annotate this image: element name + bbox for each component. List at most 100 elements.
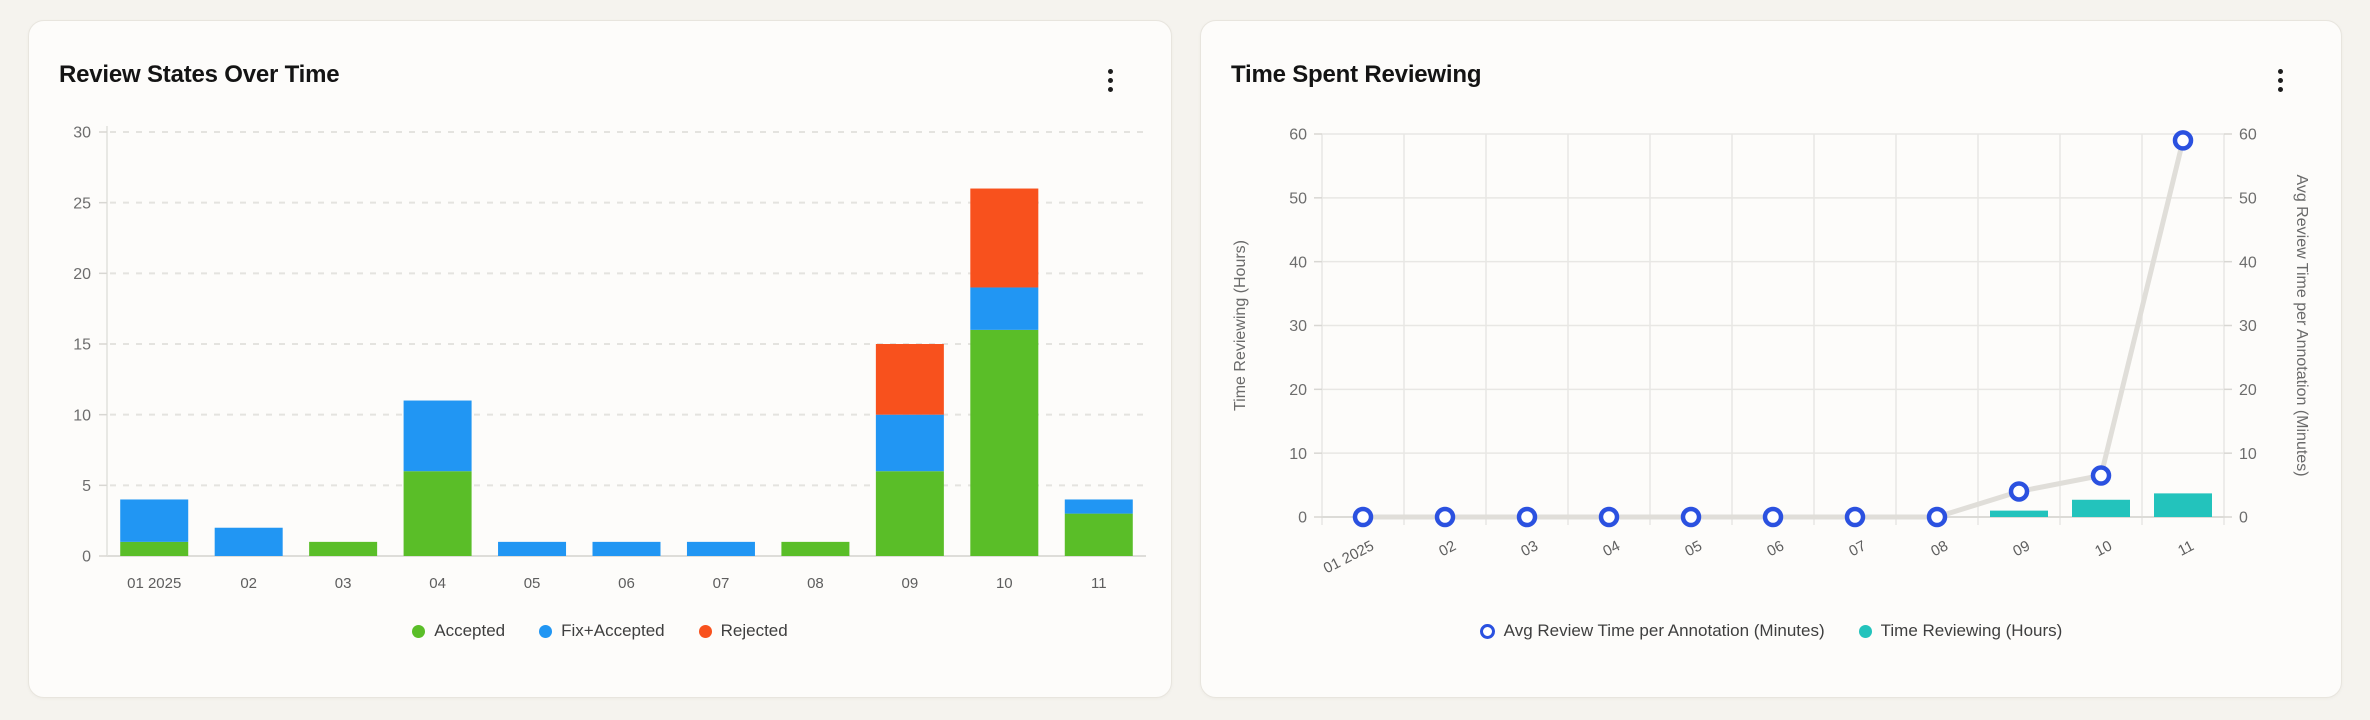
svg-text:11: 11	[2175, 537, 2197, 559]
kebab-menu-icon[interactable]	[2267, 63, 2293, 97]
x-axis-labels: 01 2025 02 03 04 05 06 07 08 09 10 11	[1321, 537, 2197, 577]
svg-text:05: 05	[1682, 537, 1705, 560]
legend-item-time-reviewing-hours[interactable]: Time Reviewing (Hours)	[1858, 621, 2063, 641]
marker-09[interactable]	[2008, 481, 2030, 502]
marker-06[interactable]	[1762, 506, 1784, 528]
svg-text:10: 10	[1289, 446, 1307, 463]
svg-text:25: 25	[73, 195, 91, 212]
dot-marker-icon	[412, 624, 426, 638]
legend-item-fix-accepted[interactable]: Fix+Accepted	[539, 621, 665, 641]
svg-text:08: 08	[807, 575, 824, 592]
bar-segment-fix-accepted-09[interactable]	[875, 414, 944, 472]
marker-10[interactable]	[2090, 465, 2112, 486]
bar-segment-fix-accepted-07[interactable]	[686, 541, 755, 556]
legend-label: Fix+Accepted	[561, 621, 665, 640]
chart-title-review-states: Review States Over Time	[59, 61, 340, 88]
right-axis-title: Avg Review Time per Annotation (Minutes)	[2293, 174, 2310, 476]
kebab-menu-icon[interactable]	[1097, 63, 1123, 97]
bar-segment-fix-accepted-10[interactable]	[970, 287, 1039, 330]
svg-text:03: 03	[1518, 537, 1541, 560]
svg-text:10: 10	[2239, 446, 2257, 463]
svg-text:40: 40	[2239, 254, 2257, 271]
svg-text:30: 30	[1289, 318, 1307, 335]
time-spent-card: Time Spent Reviewing 0 0 10 10 20 20 30 30 40 40 5…	[1200, 20, 2342, 698]
legend-label: Avg Review Time per Annotation (Minutes)	[1503, 621, 1825, 640]
legend-item-accepted[interactable]: Accepted	[412, 621, 505, 641]
legend-label: Rejected	[720, 621, 788, 640]
bar-segment-accepted-01-2025[interactable]	[120, 541, 189, 556]
x-axis-labels: 01 2025 02 03 04 05 06 07 08 09 10 11	[127, 575, 1106, 592]
svg-text:40: 40	[1289, 254, 1307, 271]
hours-bars	[1990, 493, 2212, 517]
kebab-dot	[1107, 77, 1113, 83]
line-markers	[1352, 130, 2194, 528]
svg-text:07: 07	[713, 575, 730, 592]
legend-item-rejected[interactable]: Rejected	[698, 621, 788, 641]
bar-time-reviewing-hours-10[interactable]	[2072, 499, 2130, 517]
bar-segment-accepted-10[interactable]	[970, 329, 1039, 556]
bar-segment-rejected-09[interactable]	[875, 344, 944, 415]
bar-segment-fix-accepted-06[interactable]	[592, 541, 661, 556]
svg-text:09: 09	[2010, 537, 2033, 560]
svg-text:09: 09	[902, 575, 919, 592]
bar-time-reviewing-hours-09[interactable]	[1990, 510, 2048, 517]
time-spent-combo-chart: 0 0 10 10 20 20 30 30 40 40 50 50 60 60 Time Reviewing…	[1232, 127, 2310, 578]
bar-segment-fix-accepted-02[interactable]	[214, 527, 283, 556]
legend-label: Time Reviewing (Hours)	[1880, 621, 2063, 640]
bar-segment-rejected-10[interactable]	[970, 188, 1039, 288]
svg-text:20: 20	[73, 266, 91, 283]
kebab-dot	[1107, 86, 1113, 92]
marker-04[interactable]	[1598, 506, 1620, 528]
svg-text:02: 02	[1436, 537, 1459, 560]
left-axis-title: Time Reviewing (Hours)	[1232, 240, 1249, 411]
marker-07[interactable]	[1844, 506, 1866, 528]
marker-02[interactable]	[1434, 506, 1456, 528]
review-states-legend: Accepted Fix+Accepted Rejected	[29, 621, 1171, 641]
svg-text:60: 60	[1289, 127, 1307, 144]
svg-text:03: 03	[335, 575, 352, 592]
chart-title-time-spent: Time Spent Reviewing	[1231, 61, 1482, 88]
bar-segment-accepted-09[interactable]	[875, 471, 944, 556]
svg-text:20: 20	[2239, 382, 2257, 399]
svg-text:30: 30	[73, 125, 91, 142]
svg-text:10: 10	[2092, 537, 2115, 560]
bar-time-reviewing-hours-11[interactable]	[2154, 493, 2212, 517]
kebab-dot	[1107, 68, 1113, 74]
axis-labels: 0 0 10 10 20 20 30 30 40 40 50 50 60 60 Time Reviewing…	[1232, 127, 2310, 527]
dot-marker-icon	[1858, 624, 1872, 638]
bar-segment-fix-accepted-11[interactable]	[1064, 499, 1133, 514]
svg-text:30: 30	[2239, 318, 2257, 335]
bar-segment-accepted-08[interactable]	[781, 541, 850, 556]
kebab-dot	[2277, 86, 2283, 92]
review-states-card: Review States Over Time 0 5 10 15 20 25 30 01 2…	[28, 20, 1172, 698]
svg-text:04: 04	[1600, 537, 1623, 560]
marker-01-2025[interactable]	[1352, 506, 1374, 528]
svg-text:08: 08	[1928, 537, 1951, 560]
svg-text:60: 60	[2239, 127, 2257, 144]
svg-text:11: 11	[1091, 575, 1107, 592]
y-axis-labels: 0 5 10 15 20 25 30	[73, 125, 107, 566]
bar-segment-accepted-04[interactable]	[403, 471, 472, 556]
svg-text:0: 0	[82, 549, 91, 566]
gridlines	[1321, 133, 2225, 525]
svg-text:06: 06	[618, 575, 635, 592]
svg-text:01 2025: 01 2025	[1321, 537, 1377, 577]
svg-text:07: 07	[1846, 537, 1869, 560]
dot-marker-icon	[698, 624, 712, 638]
bar-segment-fix-accepted-01-2025[interactable]	[120, 499, 189, 542]
svg-text:04: 04	[429, 575, 446, 592]
legend-item-avg-review-time-per-annotation-minutes[interactable]: Avg Review Time per Annotation (Minutes)	[1479, 621, 1825, 641]
marker-11[interactable]	[2172, 130, 2194, 151]
marker-05[interactable]	[1680, 506, 1702, 528]
kebab-dot	[2277, 68, 2283, 74]
bar-segment-fix-accepted-05[interactable]	[498, 541, 567, 556]
svg-text:0: 0	[2239, 510, 2248, 527]
marker-08[interactable]	[1926, 506, 1948, 528]
marker-03[interactable]	[1516, 506, 1538, 528]
bar-segment-accepted-11[interactable]	[1064, 513, 1133, 556]
bar-segment-fix-accepted-04[interactable]	[403, 400, 472, 472]
svg-text:15: 15	[73, 337, 91, 354]
open-circle-marker-icon	[1479, 623, 1495, 639]
bar-segment-accepted-03[interactable]	[309, 541, 378, 556]
